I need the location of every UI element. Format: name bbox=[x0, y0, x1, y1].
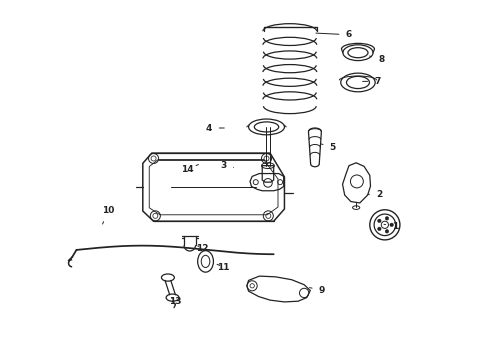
Text: 12: 12 bbox=[196, 244, 208, 253]
Text: 10: 10 bbox=[102, 206, 114, 224]
Circle shape bbox=[385, 217, 389, 220]
Text: 11: 11 bbox=[217, 263, 230, 272]
Text: 5: 5 bbox=[321, 143, 336, 152]
Text: 8: 8 bbox=[369, 55, 384, 64]
Text: 14: 14 bbox=[181, 165, 198, 174]
Text: 3: 3 bbox=[220, 161, 234, 170]
Circle shape bbox=[390, 223, 393, 226]
Circle shape bbox=[385, 230, 389, 233]
Text: 6: 6 bbox=[316, 30, 352, 39]
Text: 9: 9 bbox=[310, 286, 325, 295]
Circle shape bbox=[378, 219, 381, 222]
Circle shape bbox=[378, 227, 381, 231]
Text: 2: 2 bbox=[368, 190, 383, 199]
Text: 7: 7 bbox=[363, 77, 381, 86]
Text: 4: 4 bbox=[206, 123, 224, 132]
Text: 1: 1 bbox=[384, 222, 399, 231]
Text: 13: 13 bbox=[169, 297, 181, 306]
